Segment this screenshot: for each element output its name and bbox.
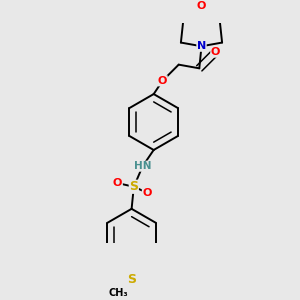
Text: O: O xyxy=(142,188,152,198)
Text: O: O xyxy=(211,47,220,57)
Text: N: N xyxy=(197,41,206,51)
Text: O: O xyxy=(197,1,206,11)
Text: S: S xyxy=(127,273,136,286)
Text: CH₃: CH₃ xyxy=(109,288,128,298)
Text: HN: HN xyxy=(134,161,152,171)
Text: S: S xyxy=(129,180,138,193)
Text: O: O xyxy=(113,178,122,188)
Text: O: O xyxy=(158,76,167,86)
